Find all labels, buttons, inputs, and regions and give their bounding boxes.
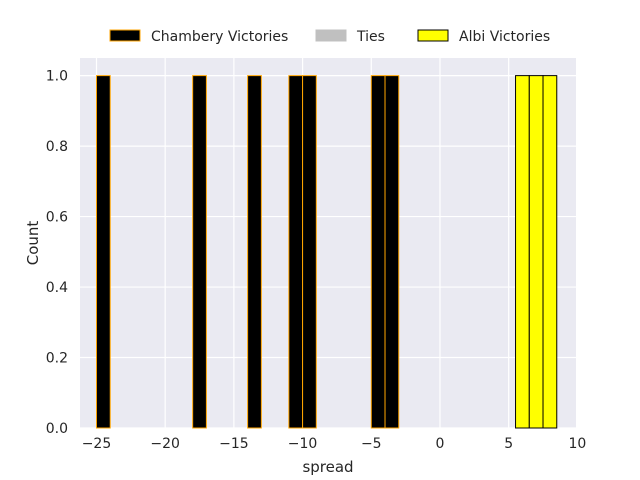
plot-area — [80, 58, 576, 428]
legend-label: Albi Victories — [459, 29, 550, 45]
histogram-bar — [384, 75, 400, 429]
x-tick-label: −20 — [150, 436, 180, 452]
legend-swatch — [315, 29, 347, 42]
histogram-bar — [302, 75, 317, 429]
histogram-bar — [192, 75, 207, 429]
histogram-bar — [370, 75, 386, 429]
x-tick-label: −15 — [219, 436, 249, 452]
y-tick-label: 0.6 — [46, 210, 68, 226]
y-tick-label: 0.8 — [46, 139, 68, 155]
x-tick-label: −5 — [361, 436, 382, 452]
x-tick-label: −25 — [82, 436, 112, 452]
legend: Chambery Victories Ties Albi Victories — [109, 29, 550, 45]
histogram-bar — [247, 75, 262, 429]
x-tick-label: −10 — [288, 436, 318, 452]
x-tick-label: 0 — [436, 436, 445, 452]
grid — [80, 58, 578, 429]
histogram-bar — [288, 75, 304, 429]
histogram-bar — [95, 75, 111, 429]
y-tick-label: 0.0 — [46, 421, 68, 437]
x-tick-label: 10 — [568, 436, 586, 452]
histogram-bar — [528, 75, 544, 429]
histogram-bar — [515, 75, 530, 429]
legend-swatch — [109, 29, 141, 42]
x-tick-label: 5 — [504, 436, 513, 452]
y-tick-label: 0.4 — [46, 280, 68, 296]
bars — [95, 75, 558, 429]
legend-label: Chambery Victories — [151, 29, 288, 45]
y-tick-label: 0.2 — [46, 351, 68, 367]
histogram-bar — [542, 75, 558, 429]
legend-label: Ties — [356, 29, 385, 45]
x-axis-label: spread — [302, 458, 353, 476]
y-axis-label: Count — [24, 221, 42, 266]
tick-labels: −25 −20 −15 −10 −5 0 5 10 0.0 0.2 0.4 0.6 0.8 1.0 — [46, 69, 587, 452]
y-tick-label: 1.0 — [46, 69, 68, 85]
legend-swatch — [417, 29, 449, 42]
